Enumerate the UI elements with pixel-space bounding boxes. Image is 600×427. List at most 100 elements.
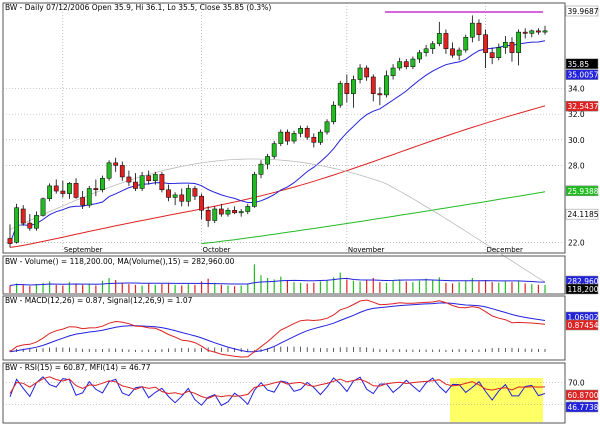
rsi-highlight-box [450,378,543,422]
candle-body [271,143,277,157]
price-tag: 24.1185 [568,210,599,219]
candle-body [113,162,119,166]
candle-body [232,210,237,214]
candle-body [410,58,416,67]
rsi-mfi-lines [3,376,565,407]
rsi-panel: BW - RSI(15) = 60.87, MFI(14) = 46.77 70… [2,362,599,424]
volume-bars [9,264,546,293]
month-label: November [348,246,385,254]
candle-body [364,67,370,78]
candle-body [7,238,13,244]
candle-body [318,131,323,143]
candle-body [179,194,185,202]
candle-body [331,104,337,123]
candle-body [159,174,165,191]
candle-body [53,185,59,192]
candle-body [463,36,469,51]
volume-panel-frame [2,255,566,295]
price-tag-bg [565,69,599,80]
price-tick-label: 28.0 [568,161,585,170]
candle-body [60,190,66,194]
candle-body [489,52,495,58]
price-panel: BW - Daily 07/12/2006 Open 35.9, Hi 36.1… [2,2,599,283]
price-tick-label: 34.0 [568,85,585,94]
candle-body [324,121,330,133]
candle-body [542,30,548,33]
candle-body [483,34,488,53]
candle-body [238,211,244,214]
price-panel-frame [2,2,566,254]
candle-body [34,215,39,229]
rsi-tag: 60.8700 [568,391,599,400]
band-line [9,158,546,283]
volume-tag: 118,200 [568,285,599,294]
price-tick-label: 30.0 [568,136,585,145]
price-tick-label: 32.0 [568,110,585,119]
price-tag-bg [565,58,599,70]
candle-body [298,127,304,134]
candle-body [251,174,257,207]
candle-body [139,175,145,189]
rsi-header: BW - RSI(15) = 60.87, MFI(14) = 46.77 [5,363,151,372]
candle-body [456,49,462,56]
macd-tag: 1.06902 [568,313,599,322]
candle-body [496,47,502,58]
candle-body [285,131,290,142]
candle-body [14,207,20,243]
rsi-tag-bg [565,389,599,401]
signal-line [9,302,546,353]
candle-body [384,75,389,96]
candle-body [225,210,231,215]
volume-header: BW - Volume() = 118,200.00, MA(Volume(),… [5,257,235,266]
candle-body [278,131,284,144]
month-labels: September October November December [64,246,523,254]
month-label: December [487,246,523,254]
ma-200-line [201,191,546,245]
price-tag-bg [565,185,599,197]
candle-body [20,208,26,224]
month-label: September [64,246,103,254]
macd-tag: 0.87454 [568,321,599,330]
candle-body [377,93,383,96]
candle-body [166,189,171,198]
candle-body [185,188,191,202]
candle-body [80,197,86,206]
candle-body [390,67,396,76]
candle-body [469,22,475,38]
price-tag: 35.0057 [568,71,599,80]
candle-body [344,83,350,94]
price-tag: 39.9687 [568,7,599,16]
candle-body [417,52,422,60]
candle-body [47,185,53,199]
candle-body [152,174,158,182]
candle-body [516,31,521,53]
candle-body [529,30,535,34]
candle-body [370,76,376,94]
candle-body [218,208,224,215]
macd-tag-bg [565,319,599,331]
month-label: October [203,246,231,254]
candle-body [311,136,317,143]
candle-body [100,177,105,191]
candle-body [357,67,363,80]
ma-15-line [9,40,546,244]
price-value-tags: 39.9687 35.85 35.0057 32.5437 25.9388 24.1185 [565,5,599,220]
candle-body [337,83,343,106]
candle-body [67,183,72,194]
rsi-panel-frame [2,362,566,424]
price-tag: 35.85 [568,60,590,69]
candle-body [443,33,449,50]
candle-body [73,183,79,198]
candle-body [126,176,132,183]
macd-panel-frame [2,295,566,361]
candle-body [205,210,211,221]
price-header: BW - Daily 07/12/2006 Open 35.9, Hi 36.1… [5,3,271,12]
price-tag-bg [565,208,599,220]
price-tag-bg [565,100,599,112]
rsi-tag-bg [565,401,599,413]
volume-tag-bg [565,283,599,295]
